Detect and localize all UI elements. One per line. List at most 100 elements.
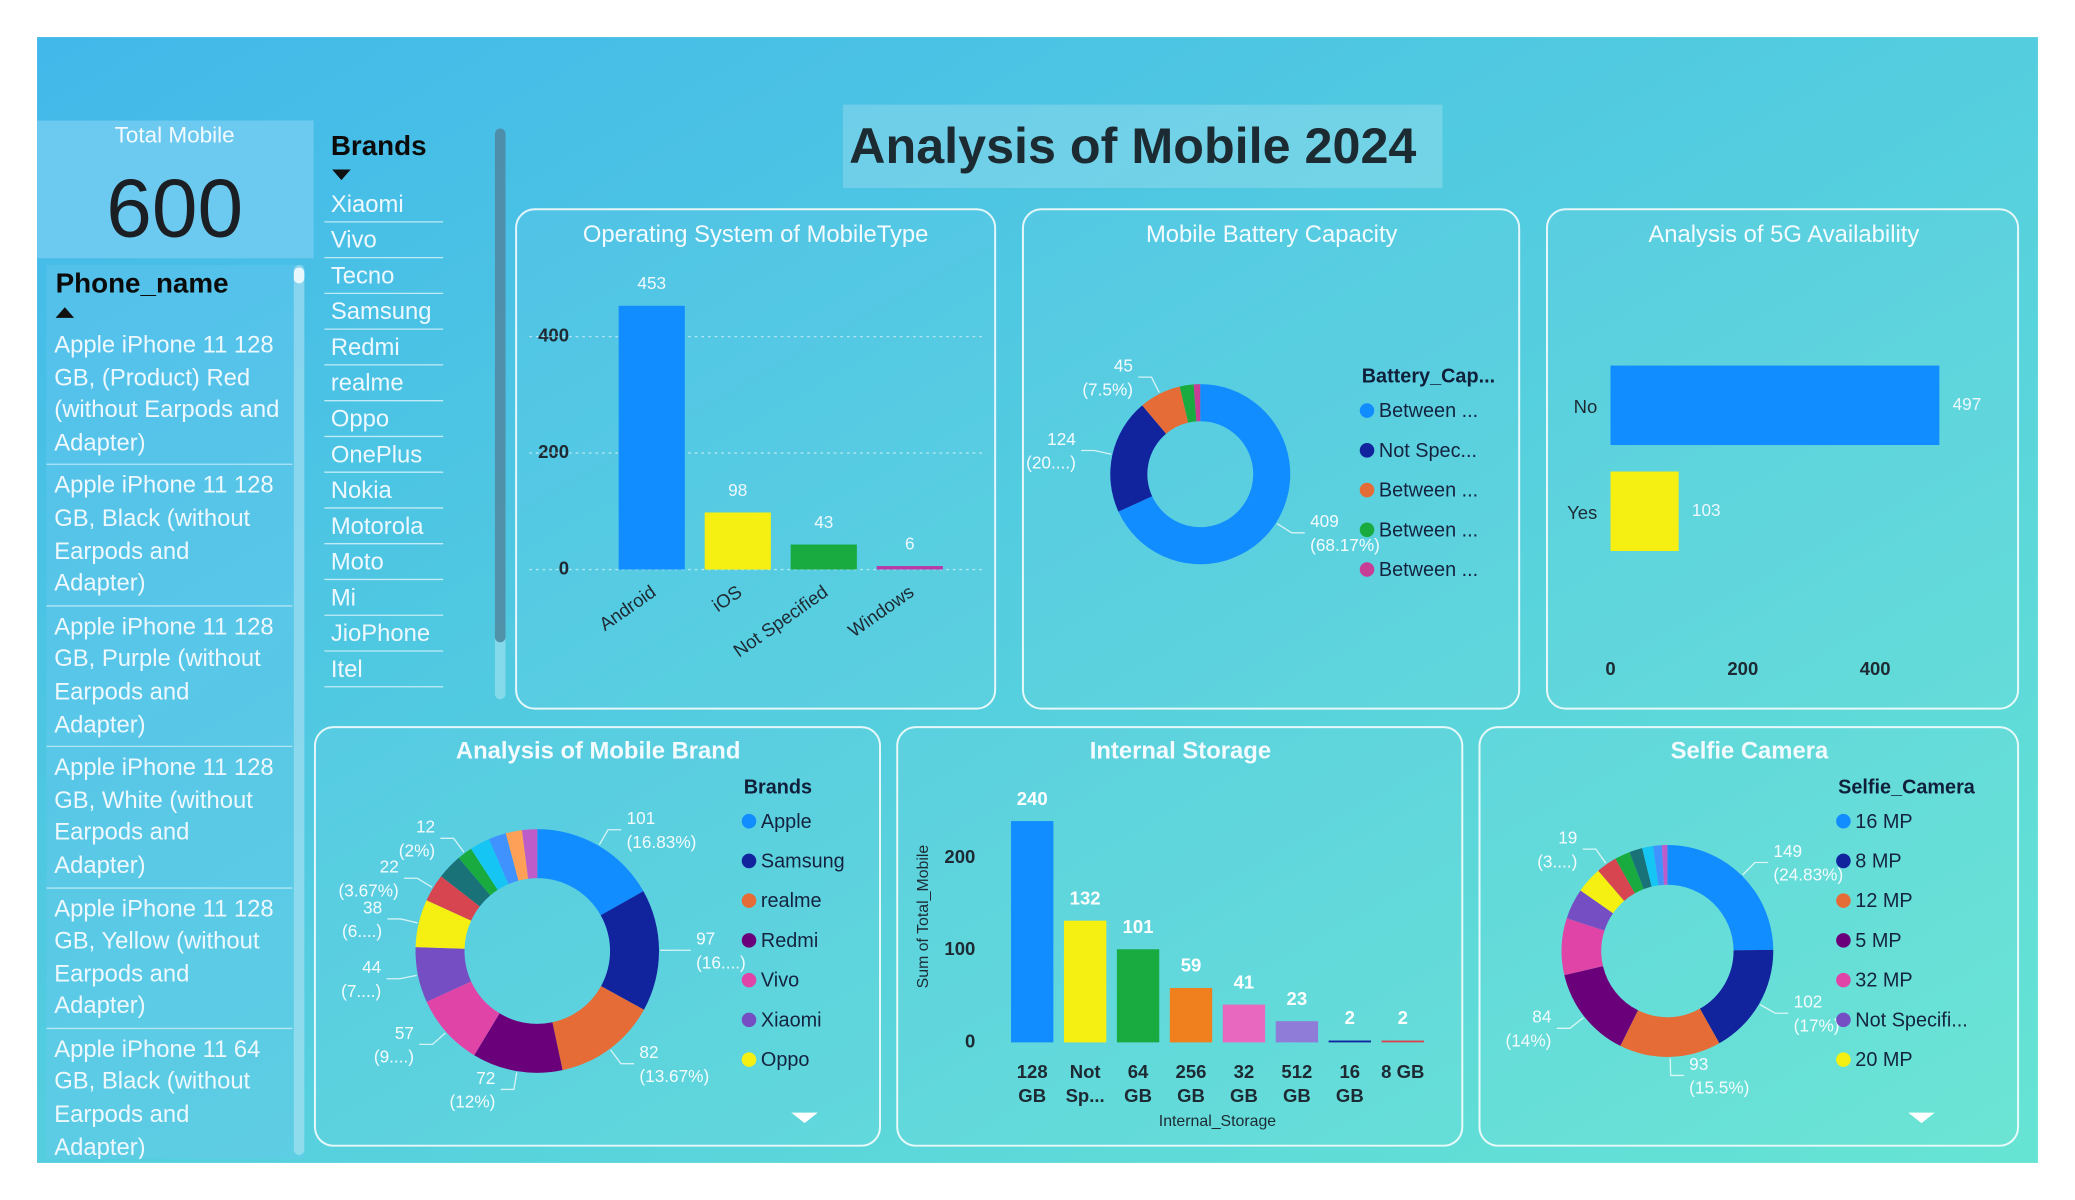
legend-title: Selfie_Camera: [1838, 776, 1976, 798]
legend-marker: [1836, 893, 1851, 908]
brand-slicer-header: Brands: [331, 131, 450, 171]
data-label: 453: [637, 273, 666, 293]
brand-item[interactable]: Vivo: [324, 223, 444, 259]
sort-arrow[interactable]: [55, 307, 75, 318]
brand-item[interactable]: Oppo: [324, 401, 444, 438]
legend-marker: [741, 893, 757, 908]
scroll-thumb[interactable]: [494, 128, 506, 643]
legend-marker: [1836, 1012, 1851, 1028]
panel: [1545, 208, 2020, 710]
phone-name-item[interactable]: Apple iPhone 11 128 GB, Black (without E…: [46, 465, 293, 607]
brand-item[interactable]: JioPhone: [324, 616, 444, 652]
bar: [876, 566, 943, 570]
x-tick-label-box: 128 GB: [1016, 1060, 1048, 1106]
data-label-percent: (13.67%): [639, 1065, 709, 1085]
donut-slice: [600, 891, 660, 1010]
data-label-value: 38: [363, 897, 382, 917]
leader-line: [1276, 522, 1305, 534]
donut-slice: [1564, 966, 1638, 1046]
scrollbar[interactable]: [494, 128, 506, 700]
leader-line: [386, 974, 417, 980]
y-tick-label: 0: [965, 1030, 975, 1051]
brand-item[interactable]: Samsung: [324, 294, 444, 330]
legend-label: Between ...: [1379, 400, 1478, 422]
data-label-value: 124: [1047, 428, 1076, 448]
legend-marker: [1359, 482, 1375, 498]
brand-item[interactable]: OnePlus: [324, 437, 444, 473]
legend-label: Redmi: [761, 930, 818, 952]
x-tick-label-box: 64 GB: [1124, 1061, 1152, 1106]
brand-item[interactable]: Redmi: [324, 330, 444, 366]
y-axis-label: Sum of Total_Mobile: [915, 845, 932, 989]
data-label: 2: [1345, 1007, 1355, 1028]
bar: [1169, 987, 1213, 1043]
y-tick-label: 0: [559, 557, 569, 578]
bar: [1610, 471, 1679, 551]
legend-marker: [1836, 972, 1851, 988]
data-label-percent: (2%): [399, 840, 435, 860]
scroll-thumb[interactable]: [293, 267, 305, 284]
x-tick-label: 128 GB: [1016, 1060, 1048, 1106]
donut-slice: [1566, 890, 1614, 931]
donut-slice: [1642, 846, 1659, 887]
brand-item[interactable]: Tecno: [324, 258, 444, 295]
data-label-value: 84: [1532, 1006, 1552, 1026]
x-tick-label-box: 8 GB: [1381, 1061, 1424, 1082]
data-label-value: 101: [627, 808, 656, 828]
leader-line: [1582, 848, 1607, 864]
data-label-percent: (14%): [1506, 1030, 1552, 1050]
donut-slice: [470, 839, 509, 890]
legend-marker: [1836, 933, 1851, 948]
data-label: 409 (68.17%): [1310, 511, 1380, 555]
legend-label: Between ...: [1379, 519, 1478, 541]
legend-scroll[interactable]: [1908, 1112, 1935, 1124]
phone-name-item[interactable]: Apple iPhone 11 64 GB, Black (without Ea…: [46, 1029, 292, 1159]
brand-item[interactable]: Motorola: [324, 509, 444, 545]
x-tick-label: 32 GB: [1230, 1060, 1258, 1106]
legend-marker: [1836, 1052, 1851, 1067]
leader-line: [1138, 376, 1160, 393]
data-label: 101: [1123, 916, 1154, 937]
x-tick-label: 512 GB: [1281, 1060, 1313, 1106]
data-label: 98: [728, 480, 747, 500]
donut-slice: [426, 981, 500, 1056]
data-label-percent: (3.67%): [339, 880, 399, 900]
donut-slice: [1661, 845, 1668, 885]
phone-slicer-header: Phone_name: [56, 269, 294, 309]
legend-label: Apple: [761, 811, 812, 833]
legend-label: Between ...: [1379, 480, 1478, 502]
data-label: 132: [1070, 887, 1101, 908]
bar: [704, 512, 771, 570]
brand-item[interactable]: Nokia: [324, 473, 444, 509]
slicer-header: Brands: [330, 131, 427, 162]
phone-name-item[interactable]: Apple iPhone 11 128 GB, Yellow (without …: [46, 888, 293, 1029]
bar: [618, 305, 685, 570]
card-bg: [37, 120, 314, 259]
y-tick-label: 200: [538, 441, 569, 462]
phone-name-item[interactable]: Apple iPhone 11 128 GB, (Product) Red (w…: [46, 325, 293, 466]
legend-marker: [741, 813, 757, 829]
panels: [313, 208, 2020, 1147]
legend-label: 32 MP: [1855, 970, 1912, 992]
brand-item[interactable]: Mi: [324, 580, 444, 616]
scrollbar[interactable]: [293, 264, 305, 1155]
data-label-value: 57: [395, 1022, 414, 1042]
x-tick-label-box: Not Sp...: [1066, 1061, 1105, 1106]
bar: [790, 544, 857, 570]
legend-title: Battery_Cap...: [1362, 366, 1495, 388]
sort-arrow[interactable]: [332, 169, 351, 181]
leader-line: [598, 829, 622, 845]
brand-item[interactable]: Xiaomi: [324, 187, 444, 223]
data-label: 45 (7.5%): [1082, 355, 1133, 399]
phone-name-item[interactable]: Apple iPhone 11 128 GB, Purple (without …: [46, 606, 293, 748]
donut-slice: [426, 876, 480, 921]
brand-item[interactable]: Moto: [324, 544, 444, 581]
phone-name-item[interactable]: Apple iPhone 11 128 GB, White (without E…: [46, 747, 293, 889]
brand-item[interactable]: Itel: [324, 652, 444, 688]
x-tick-label: 0: [1605, 658, 1615, 679]
data-label-value: 149: [1773, 840, 1802, 860]
legend-scroll[interactable]: [791, 1112, 818, 1124]
brand-item[interactable]: realme: [324, 366, 444, 402]
data-label-percent: (12%): [449, 1091, 495, 1111]
